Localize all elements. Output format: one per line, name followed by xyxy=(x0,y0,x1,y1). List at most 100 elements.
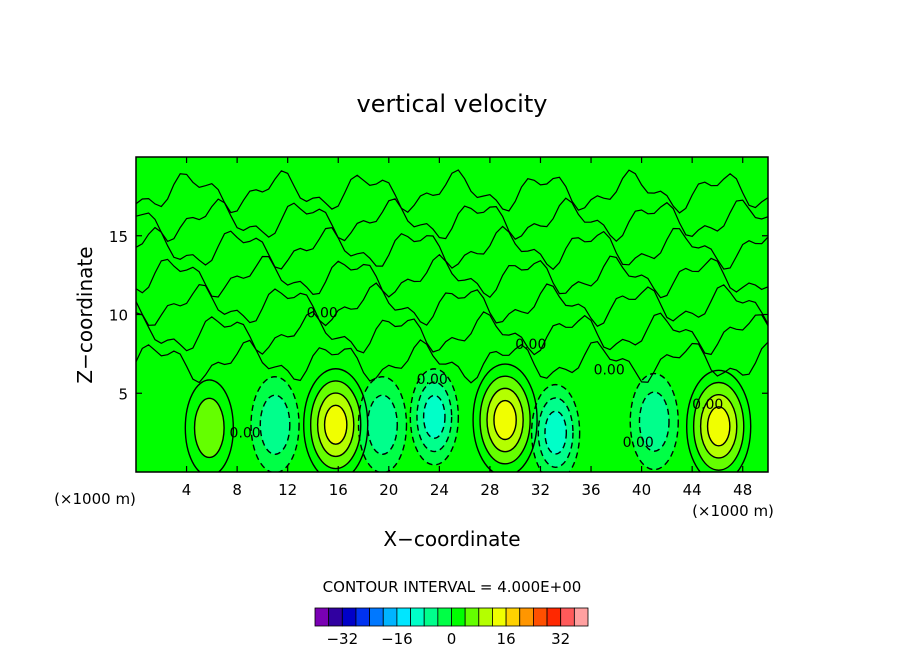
x-tick-label: 8 xyxy=(232,481,242,499)
contour-label: 0.00 xyxy=(417,372,448,388)
y-axis-label: Z−coordinate xyxy=(73,246,97,383)
colorbar-swatch xyxy=(341,607,357,627)
contour-label: 0.00 xyxy=(594,362,625,378)
cell-7-contour-0 xyxy=(629,372,679,471)
y-tick-label: 5 xyxy=(118,385,128,403)
colorbar-swatch xyxy=(423,607,439,627)
cell-1-band-1 xyxy=(260,395,290,455)
cell-2-band-3 xyxy=(324,405,347,445)
cell-3-band-1 xyxy=(367,395,398,455)
contour-label: 0.00 xyxy=(230,425,261,441)
colorbar-swatch xyxy=(314,607,330,627)
cell-6-contour-2 xyxy=(544,410,568,455)
zero-contour-6 xyxy=(136,169,768,214)
x-tick-label: 12 xyxy=(278,481,297,499)
contour-label: 0.00 xyxy=(623,435,654,451)
cell-4-contour-2 xyxy=(422,394,446,439)
cell-7-contour-1 xyxy=(638,391,670,452)
colorbar-swatch xyxy=(560,607,575,627)
colorbar-tick-labels: −32 −16 0 16 32 xyxy=(326,630,570,648)
x-tick-label: 28 xyxy=(480,481,499,499)
colorbar-swatch xyxy=(464,607,480,627)
cell-3-contour-0 xyxy=(357,376,408,472)
colorbar xyxy=(314,607,589,627)
cell-5-contour-1 xyxy=(479,375,531,465)
zero-contour-5 xyxy=(136,197,768,243)
colorbar-tick-label: 0 xyxy=(447,630,457,648)
x-tick-label: 4 xyxy=(182,481,192,499)
colorbar-swatch xyxy=(396,607,411,627)
colorbar-tick-label: 32 xyxy=(551,630,570,648)
cell-3-contour-1 xyxy=(367,394,398,455)
plot-area: 0.00 0.00 0.00 0.00 0.00 0.00 0.00 xyxy=(135,156,769,473)
zero-contour-1 xyxy=(136,310,768,356)
cell-8-band-3 xyxy=(707,406,730,446)
chart-title: vertical velocity xyxy=(357,90,548,118)
zero-contour-4 xyxy=(136,225,768,271)
colorbar-tick-label: −32 xyxy=(326,630,358,648)
contour-label: 0.00 xyxy=(307,306,338,322)
colorbar-swatch xyxy=(478,607,493,627)
x-tick-label: 20 xyxy=(379,481,398,499)
colorbar-swatch xyxy=(573,607,589,627)
colorbar-swatch xyxy=(382,607,398,627)
colorbar-swatch xyxy=(451,607,466,627)
x-unit-left: (×1000 m) xyxy=(54,490,136,508)
y-tick-label: 15 xyxy=(109,228,128,246)
cell-4-contour-1 xyxy=(416,381,453,453)
x-axis-ticks: 4 8 12 16 20 24 28 32 36 40 44 48 xyxy=(182,157,752,499)
x-axis-label: X−coordinate xyxy=(383,527,520,551)
x-tick-label: 40 xyxy=(632,481,651,499)
contour-lines xyxy=(136,169,768,472)
cell-8-contour-0 xyxy=(686,369,752,472)
cell-0-contour-0 xyxy=(184,379,235,472)
cell-1-contour-1 xyxy=(259,394,291,455)
cell-5-contour-0 xyxy=(472,363,538,472)
cell-8-contour-1 xyxy=(692,381,745,471)
cell-5-contour-2 xyxy=(486,387,524,453)
colorbar-swatch xyxy=(519,607,534,627)
cell-2-contour-1 xyxy=(309,380,362,470)
cell-7-band-1 xyxy=(639,392,670,452)
x-tick-label: 16 xyxy=(329,481,348,499)
cell-1-contour-0 xyxy=(250,376,300,472)
contour-labels: 0.00 0.00 0.00 0.00 0.00 0.00 0.00 xyxy=(230,306,724,451)
colorbar-swatch xyxy=(546,607,562,627)
cell-6-contour-0 xyxy=(530,383,581,472)
zero-contour-2 xyxy=(136,282,768,327)
x-tick-label: 24 xyxy=(430,481,449,499)
cell-0-band-1 xyxy=(194,398,225,458)
colorbar-swatch xyxy=(533,607,548,627)
colorbar-swatch xyxy=(355,607,371,627)
x-tick-label: 48 xyxy=(733,481,752,499)
colorbar-tick-label: 16 xyxy=(497,630,516,648)
cell-2-contour-3 xyxy=(323,404,348,445)
cell-4-band-2 xyxy=(423,395,445,439)
colorbar-swatch xyxy=(437,607,452,627)
x-tick-label: 36 xyxy=(581,481,600,499)
cell-6-contour-1 xyxy=(537,397,574,468)
y-tick-label: 10 xyxy=(109,307,128,325)
contour-interval-note: CONTOUR INTERVAL = 4.000E+00 xyxy=(323,578,582,596)
cell-8-contour-3 xyxy=(706,406,731,447)
cell-6-band-2 xyxy=(544,411,567,454)
cell-5-band-3 xyxy=(493,400,517,440)
cell-0-contour-1 xyxy=(193,397,225,459)
colorbar-tick-label: −16 xyxy=(381,630,413,648)
colorbar-swatch xyxy=(505,607,521,627)
x-unit-right: (×1000 m) xyxy=(692,502,774,520)
zero-contour-0 xyxy=(136,339,768,384)
zero-contour-3 xyxy=(136,253,768,299)
y-axis-ticks: 5 10 15 xyxy=(109,228,768,403)
cell-8-contour-2 xyxy=(699,393,738,459)
x-tick-label: 32 xyxy=(531,481,550,499)
x-tick-label: 44 xyxy=(683,481,702,499)
colorbar-swatch xyxy=(369,607,384,627)
colorbar-swatch xyxy=(328,607,343,627)
cell-2-contour-2 xyxy=(316,392,355,458)
contour-label: 0.00 xyxy=(515,337,546,353)
colorbar-swatch xyxy=(492,607,507,627)
contour-label: 0.00 xyxy=(692,397,723,413)
cell-4-contour-0 xyxy=(409,368,460,466)
